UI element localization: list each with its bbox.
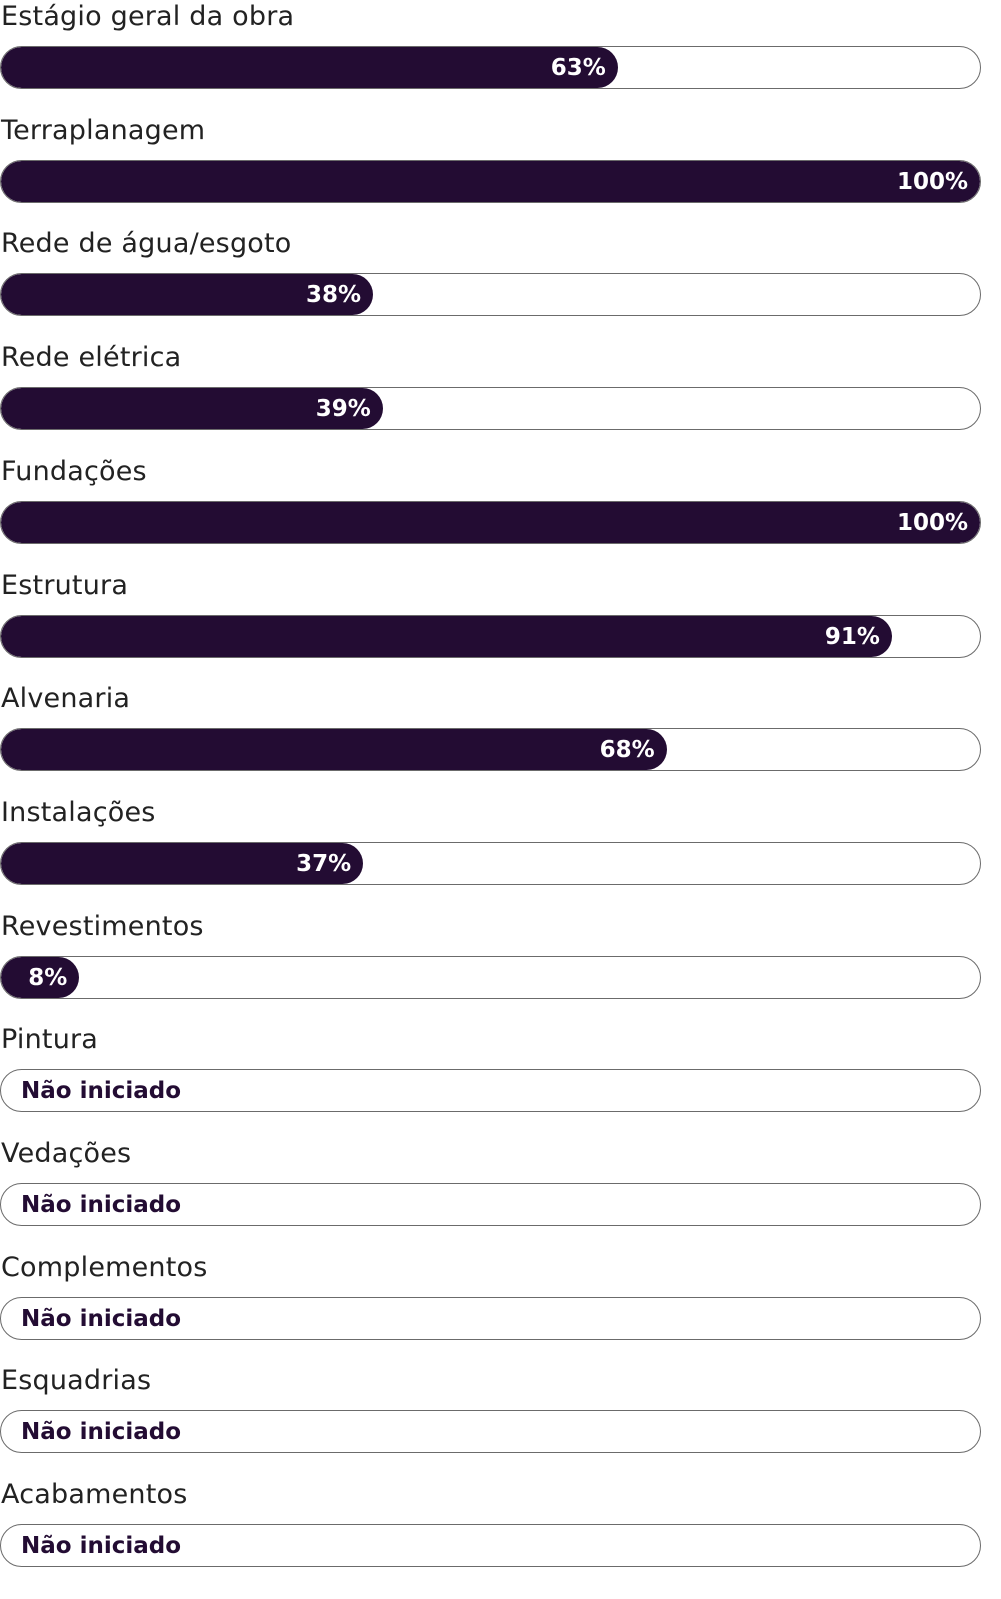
stage-label: Fundações xyxy=(1,455,147,487)
stage-row: Revestimentos 8% xyxy=(0,910,1001,1026)
progress-percent-label: 39% xyxy=(315,396,371,423)
progress-bar-track: 38% xyxy=(0,273,981,317)
progress-bar-fill: 100% xyxy=(1,160,980,202)
progress-bar-track: Não iniciado xyxy=(0,1183,981,1226)
stage-label: Terraplanagem xyxy=(1,114,206,146)
progress-bar-track: 37% xyxy=(0,841,981,885)
progress-bar-track: 91% xyxy=(0,614,981,658)
progress-bar-track: Não iniciado xyxy=(0,1524,981,1568)
progress-bar-fill: 39% xyxy=(1,388,383,430)
progress-percent-label: 63% xyxy=(550,55,606,81)
not-started-label: Não iniciado xyxy=(21,1078,182,1105)
stage-row: Estágio geral da obra 63% xyxy=(0,0,1001,116)
stage-label: Estrutura xyxy=(1,569,129,601)
stage-row: Acabamentos Não iniciado xyxy=(0,1478,1001,1594)
not-started-label: Não iniciado xyxy=(21,1305,182,1332)
progress-percent-label: 100% xyxy=(896,168,968,195)
stage-label: Esquadrias xyxy=(1,1365,152,1397)
progress-bar-fill: 100% xyxy=(1,501,980,543)
stage-label: Vedações xyxy=(1,1138,132,1169)
stage-row: Estrutura 91% xyxy=(0,569,1001,685)
stage-row: Terraplanagem 100% xyxy=(0,114,1001,230)
stage-label: Estágio geral da obra xyxy=(1,1,295,32)
stage-row: Esquadrias Não iniciado xyxy=(0,1364,1001,1480)
progress-percent-label: 100% xyxy=(896,509,968,536)
progress-bar-fill: 37% xyxy=(1,842,364,884)
stage-label: Rede elétrica xyxy=(1,342,182,374)
progress-percent-label: 68% xyxy=(599,737,655,764)
progress-percent-label: 37% xyxy=(296,850,352,877)
stage-label: Instalações xyxy=(1,796,156,828)
stage-label: Rede de água/esgoto xyxy=(1,228,292,260)
progress-bar-track: 68% xyxy=(0,728,981,772)
progress-bar-fill: 63% xyxy=(1,47,618,88)
stage-row: Fundações 100% xyxy=(0,455,1001,571)
progress-bar-track: Não iniciado xyxy=(0,1296,981,1340)
stage-row: Rede de água/esgoto 38% xyxy=(0,227,1001,343)
progress-bar-track: 39% xyxy=(0,387,981,431)
stage-label: Alvenaria xyxy=(1,683,131,715)
progress-bar-track: 8% xyxy=(0,955,981,999)
not-started-label: Não iniciado xyxy=(21,1533,182,1560)
stage-row: Pintura Não iniciado xyxy=(0,1023,1001,1139)
progress-bar-track: 100% xyxy=(0,159,981,203)
stage-row: Instalações 37% xyxy=(0,796,1001,912)
not-started-label: Não iniciado xyxy=(21,1419,182,1446)
progress-bar-fill: 38% xyxy=(1,274,374,316)
stage-label: Acabamentos xyxy=(1,1479,188,1511)
stage-row: Alvenaria 68% xyxy=(0,682,1001,798)
stage-row: Complementos Não iniciado xyxy=(0,1251,1001,1367)
progress-percent-label: 91% xyxy=(824,623,880,650)
progress-bar-fill: 68% xyxy=(1,729,667,771)
stage-row: Rede elétrica 39% xyxy=(0,341,1001,457)
not-started-label: Não iniciado xyxy=(21,1192,182,1218)
progress-bar-track: Não iniciado xyxy=(0,1069,981,1113)
progress-percent-label: 38% xyxy=(305,282,362,309)
stage-label: Pintura xyxy=(1,1024,99,1056)
progress-bar-track: Não iniciado xyxy=(0,1410,981,1454)
stage-label: Revestimentos xyxy=(1,910,204,942)
progress-bar-track: 63% xyxy=(0,46,981,89)
progress-bar-track: 100% xyxy=(0,500,981,544)
stage-row: Vedações Não iniciado xyxy=(0,1137,1001,1253)
stage-label: Complementos xyxy=(1,1251,208,1283)
progress-bar-fill: 8% xyxy=(1,956,80,998)
progress-percent-label: 8% xyxy=(28,964,68,991)
progress-bar-fill: 91% xyxy=(1,615,892,657)
